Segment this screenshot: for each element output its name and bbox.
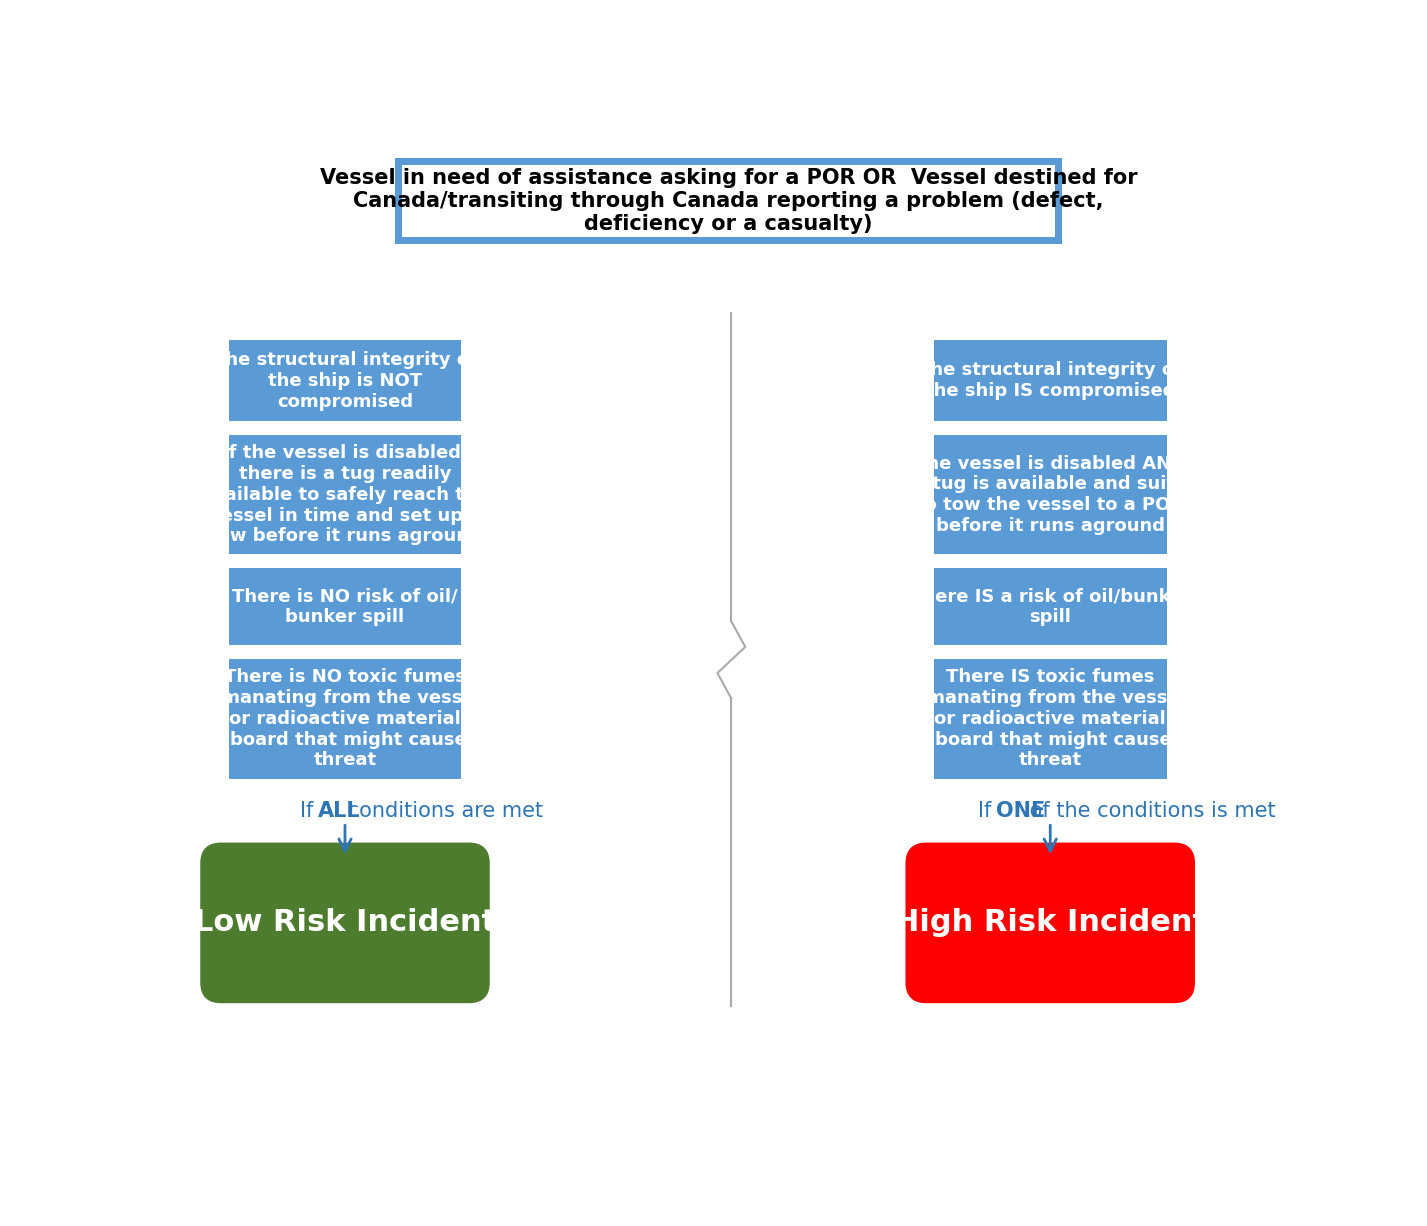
FancyBboxPatch shape	[395, 158, 1062, 244]
Text: Vessel in need of assistance asking for a POR OR  Vessel destined for
Canada/tra: Vessel in need of assistance asking for …	[320, 168, 1137, 234]
Text: of the conditions is met: of the conditions is met	[1023, 801, 1276, 821]
Text: If: If	[300, 801, 320, 821]
FancyBboxPatch shape	[935, 569, 1166, 645]
Text: There is NO risk of oil/
bunker spill: There is NO risk of oil/ bunker spill	[233, 587, 458, 626]
Text: The structural integrity of
the ship is NOT
compromised: The structural integrity of the ship is …	[213, 351, 477, 411]
FancyBboxPatch shape	[228, 660, 461, 779]
FancyBboxPatch shape	[228, 569, 461, 645]
Text: conditions are met: conditions are met	[341, 801, 544, 821]
Text: ALL: ALL	[318, 801, 361, 821]
Text: If the vessel is disabled,
there is a tug readily
available to safely reach the
: If the vessel is disabled, there is a tu…	[201, 444, 489, 546]
Text: ONE: ONE	[996, 801, 1045, 821]
Text: If: If	[977, 801, 997, 821]
Text: There IS toxic fumes
emanating from the vessel
or radioactive material
onboard t: There IS toxic fumes emanating from the …	[910, 668, 1190, 770]
FancyBboxPatch shape	[228, 341, 461, 422]
Text: High Risk Incident: High Risk Incident	[893, 908, 1207, 938]
Text: There is NO toxic fumes
emanating from the vessel
or radioactive material
onboar: There is NO toxic fumes emanating from t…	[205, 668, 485, 770]
FancyBboxPatch shape	[228, 435, 461, 554]
FancyBboxPatch shape	[935, 660, 1166, 779]
FancyBboxPatch shape	[402, 164, 1055, 237]
Text: Low Risk Incident: Low Risk Incident	[194, 908, 497, 938]
Text: The vessel is disabled AND
no tug is available and suited
to tow the vessel to a: The vessel is disabled AND no tug is ava…	[900, 455, 1200, 535]
Text: The structural integrity of
the ship IS compromised: The structural integrity of the ship IS …	[918, 362, 1182, 400]
Text: There IS a risk of oil/bunker
spill: There IS a risk of oil/bunker spill	[909, 587, 1192, 626]
FancyBboxPatch shape	[201, 843, 488, 1002]
FancyBboxPatch shape	[908, 843, 1193, 1002]
FancyBboxPatch shape	[935, 341, 1166, 422]
FancyBboxPatch shape	[935, 435, 1166, 554]
